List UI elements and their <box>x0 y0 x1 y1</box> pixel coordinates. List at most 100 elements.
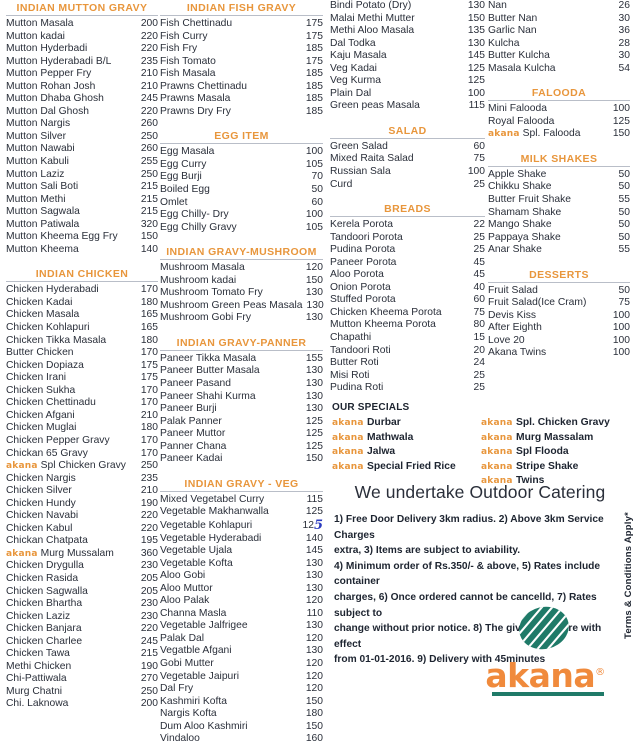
menu-item-row: Prawns Chettinadu 185 <box>160 81 323 94</box>
menu-item-name: Butter Fruit Shake <box>488 194 571 206</box>
menu-item-row: Chicken Kabul 220 <box>6 523 158 536</box>
menu-item-name: Prawns Chettinadu <box>160 80 248 92</box>
akana-inline-mark: akana <box>481 447 513 458</box>
menu-item-row: Mushroom Tomato Fry 130 <box>160 287 323 300</box>
special-item-label: Mathwala <box>367 431 414 443</box>
menu-item-name: Boiled Egg <box>160 184 210 196</box>
menu-item-name: Prawns Dry Fry <box>160 105 231 117</box>
menu-item-name: Chicken Banjara <box>6 623 82 635</box>
menu-item-row: Vegatble Afgani 130 <box>160 645 323 658</box>
menu-item-name: Paneer Pasand <box>160 378 231 390</box>
menu-item-price: 125 <box>302 517 323 533</box>
menu-item-price: 185 <box>305 43 323 55</box>
menu-item-price: 60 <box>473 294 485 306</box>
menu-item-price: 220 <box>140 510 158 522</box>
menu-item-price: 145 <box>467 50 485 62</box>
terms-line: change without prior notice. 8) The give… <box>334 623 602 650</box>
menu-item-price: 150 <box>305 274 323 286</box>
menu-item-price: 45 <box>473 269 485 281</box>
menu-item-row: Vegetable Hyderabadi 140 <box>160 533 323 546</box>
menu-item-price: 180 <box>140 296 158 308</box>
section-header: EGG ITEM <box>214 130 269 143</box>
menu-item-list: Egg Masala 100 Egg Curry 105 Egg Burji 70 Boil… <box>160 146 323 234</box>
menu-item-row: Curd 25 <box>330 179 485 192</box>
menu-item-row: Panner Chana 125 <box>160 441 323 454</box>
menu-item-row: Chicken Laziz 230 <box>6 611 158 624</box>
menu-item-name: Mixed Vegetabel Curry <box>160 493 265 505</box>
menu-item-name: Chicken Kadai <box>6 296 73 308</box>
menu-item-price: 320 <box>140 218 158 230</box>
menu-item-row: Chickan Chatpata 195 <box>6 535 158 548</box>
menu-item-row: Mushroom Masala 120 <box>160 262 323 275</box>
menu-item-row: Paneer Pasand 130 <box>160 378 323 391</box>
special-item: akana Twins <box>481 474 631 489</box>
menu-item-list: Mini Falooda 100 Royal Falooda 125 akana Spl.… <box>488 103 630 141</box>
menu-item-name: Chicken Tawa <box>6 648 70 660</box>
menu-item-row: Mutton Dhaba Ghosh 245 <box>6 93 158 106</box>
menu-item-price: 195 <box>140 535 158 547</box>
menu-item-price: 215 <box>140 648 158 660</box>
menu-item-row: Chicken Tawa 215 <box>6 648 158 661</box>
leaf-icon <box>515 604 571 655</box>
menu-item-row: Mutton Nargis 260 <box>6 118 158 131</box>
menu-item-name: Aloo Porota <box>330 269 384 281</box>
menu-item-name: Paneer Butter Masala <box>160 365 260 377</box>
menu-item-price: 190 <box>140 660 158 672</box>
menu-item-price: 210 <box>140 68 158 80</box>
menu-item-name: Mutton Hyderabadi B/L <box>6 55 112 67</box>
menu-item-row: Chicken Drygulla 230 <box>6 560 158 573</box>
menu-item-name: Green peas Masala <box>330 100 420 112</box>
terms-line: 4) Minimum order of Rs.350/- & above, 5)… <box>334 560 601 588</box>
terms-line: extra, 3) Items are subject to aviabilit… <box>334 545 521 557</box>
menu-item-name: Dal Fry <box>160 683 194 695</box>
menu-item-name: Akana Twins <box>488 347 547 359</box>
akana-wordmark-text: akana <box>485 656 596 695</box>
menu-item-name: Butter Kulcha <box>488 50 550 62</box>
menu-item-price: 180 <box>140 422 158 434</box>
menu-item-name: Pudina Roti <box>330 382 384 394</box>
menu-item-name: Omlet <box>160 196 188 208</box>
menu-item-row: Boiled Egg 50 <box>160 184 323 197</box>
menu-item-name: Fish Curry <box>160 30 208 42</box>
menu-item-row: Pappaya Shake 50 <box>488 232 630 245</box>
menu-item-price: 55 <box>618 244 630 256</box>
section-spacer <box>160 118 323 128</box>
menu-item-name: Chickan Chatpata <box>6 535 88 547</box>
menu-item-name: Egg Curry <box>160 158 207 170</box>
menu-item-price: 190 <box>140 497 158 509</box>
menu-item-price: 25 <box>473 382 485 394</box>
menu-item-row: Fish Curry 175 <box>160 31 323 44</box>
menu-item-row: Chicken Dopiaza 175 <box>6 360 158 373</box>
menu-item-row: Chapathi 15 <box>330 332 485 345</box>
menu-item-row: Chicken Sagwalla 205 <box>6 586 158 599</box>
akana-inline-mark: akana <box>6 548 38 559</box>
menu-item-name: Kulcha <box>488 37 520 49</box>
menu-item-price: 28 <box>618 37 630 49</box>
special-item-label: Jalwa <box>367 446 396 458</box>
menu-item-name: Mutton Dhaba Ghosh <box>6 93 104 105</box>
menu-item-price: 125 <box>305 506 323 518</box>
menu-item-row: Egg Masala 100 <box>160 146 323 159</box>
section-divider <box>160 15 323 16</box>
menu-item-name: Chicken Irani <box>6 372 67 384</box>
menu-item-price: 130 <box>305 570 323 582</box>
menu-item-price: 120 <box>305 657 323 669</box>
menu-item-name: Plain Dal <box>330 87 372 99</box>
menu-item-price: 210 <box>140 409 158 421</box>
menu-item-price: 185 <box>305 93 323 105</box>
special-item-label: Twins <box>516 475 545 487</box>
menu-item-row: Dal Todka 130 <box>330 38 485 51</box>
menu-item-name: Paneer Muttor <box>160 428 226 440</box>
menu-item-row: Egg Chilly- Dry 100 <box>160 209 323 222</box>
menu-item-name: Mushroom Gobi Fry <box>160 312 251 324</box>
menu-item-name: Anar Shake <box>488 244 542 256</box>
menu-item-row: Mushroom Green Peas Masala 130 <box>160 300 324 313</box>
menu-item-row: Chicken Hundy 190 <box>6 498 158 511</box>
menu-column-1: INDIAN MUTTON GRAVY Mutton Masala 200 Mutto… <box>6 0 158 711</box>
menu-item-row: Channa Masla 110 <box>160 608 323 621</box>
section-header: INDIAN CHICKEN <box>35 268 129 281</box>
menu-item-price: 130 <box>467 0 485 11</box>
section-divider <box>6 15 158 16</box>
menu-item-price: 50 <box>618 181 630 193</box>
menu-item-name: Shamam Shake <box>488 206 562 218</box>
